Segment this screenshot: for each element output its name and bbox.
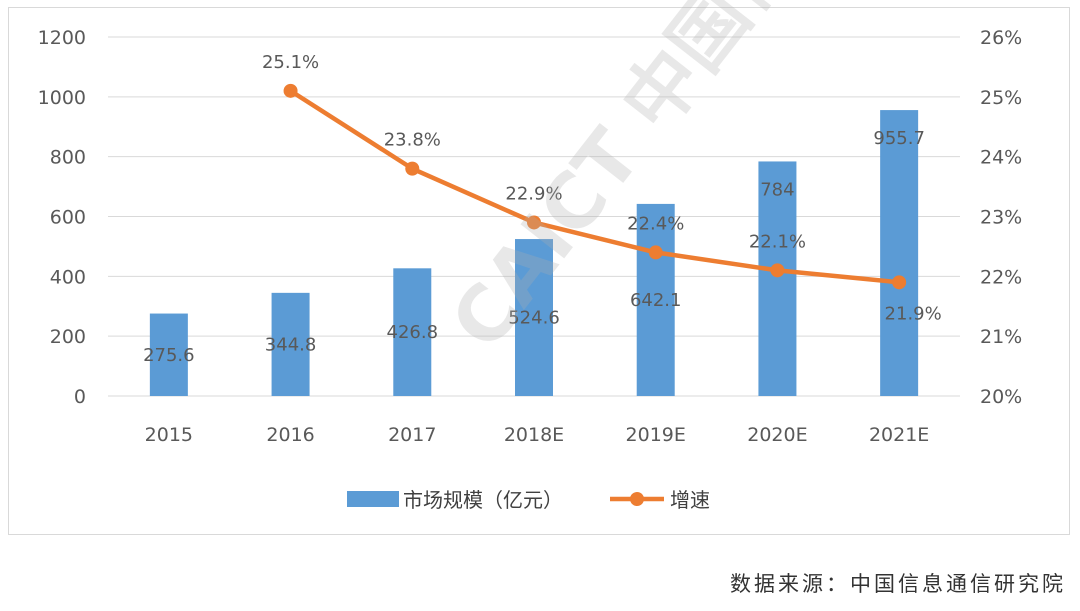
growth-data-label: 25.1%	[262, 52, 319, 73]
y-right-tick-label: 23%	[980, 207, 1022, 229]
y-right-tick-label: 21%	[980, 326, 1022, 348]
x-tick-label: 2021E	[869, 424, 929, 446]
bar-data-label: 642.1	[630, 290, 682, 311]
bar	[758, 161, 797, 396]
source-note: 数据来源：中国信息通信研究院	[730, 572, 1066, 596]
growth-point	[648, 245, 663, 260]
x-tick-label: 2020E	[747, 424, 807, 446]
growth-point	[527, 215, 541, 230]
y-right-tick-label: 22%	[980, 266, 1022, 288]
bar	[515, 239, 553, 396]
y-left-tick-label: 800	[50, 147, 86, 169]
growth-data-label: 22.9%	[505, 183, 562, 204]
bar	[149, 313, 188, 396]
x-tick-label: 2017	[388, 424, 436, 446]
legend-line-marker	[630, 492, 644, 506]
y-right-tick-label: 20%	[980, 386, 1022, 408]
x-tick-label: 2016	[266, 424, 314, 446]
bar	[880, 110, 919, 396]
growth-point	[770, 263, 785, 278]
bar-data-label: 784	[760, 179, 794, 200]
growth-line	[289, 88, 900, 285]
y-left-tick-label: 0	[74, 386, 86, 408]
growth-data-label: 22.1%	[749, 231, 806, 252]
y-right-tick-label: 25%	[980, 87, 1022, 109]
x-tick-label: 2015	[145, 424, 193, 446]
legend-bar-label: 市场规模（亿元）	[403, 488, 563, 512]
y-left-tick-label: 600	[50, 207, 86, 229]
bar-data-label: 524.6	[508, 308, 560, 329]
y-left-tick-label: 1000	[38, 87, 86, 109]
bar-data-label: 955.7	[873, 128, 925, 149]
y-left-tick-label: 1200	[38, 27, 86, 49]
y-left-tick-label: 400	[50, 266, 86, 288]
growth-point	[283, 83, 298, 98]
growth-data-label: 21.9%	[885, 303, 942, 324]
y-right-tick-label: 24%	[980, 147, 1022, 169]
bar-data-label: 426.8	[387, 322, 439, 343]
x-tick-label: 2019E	[626, 424, 686, 446]
bar-data-label: 275.6	[143, 345, 195, 366]
growth-data-label: 23.8%	[384, 130, 441, 151]
legend-bar-swatch	[347, 491, 399, 507]
legend-line-label: 增速	[670, 488, 710, 512]
growth-point	[892, 275, 907, 290]
y-left-tick-label: 200	[50, 326, 86, 348]
y-right-tick-label: 26%	[980, 27, 1022, 49]
bar	[271, 292, 310, 396]
bar-data-label: 344.8	[265, 334, 317, 355]
bar	[393, 268, 432, 396]
bar	[636, 203, 675, 396]
growth-point	[405, 161, 420, 176]
growth-data-label: 22.4%	[627, 213, 684, 234]
x-tick-label: 2018E	[504, 424, 564, 446]
